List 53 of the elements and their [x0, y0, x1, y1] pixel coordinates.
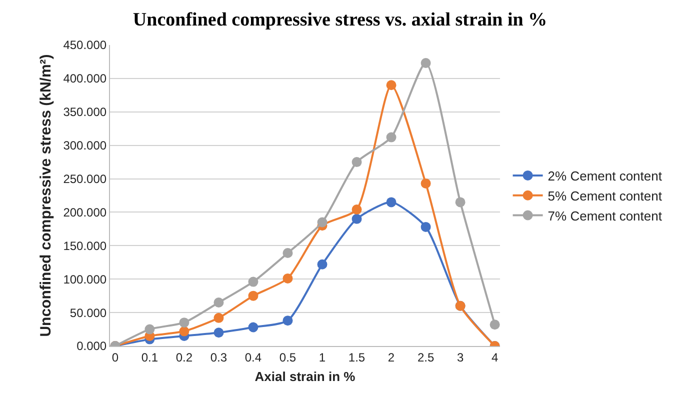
point — [179, 326, 190, 336]
point — [455, 197, 466, 208]
legend-label: 7% Cement content — [548, 208, 662, 224]
y-tick-label: 100.000 — [63, 272, 107, 286]
point — [282, 316, 293, 326]
x-tick-label: 2 — [388, 350, 395, 364]
point — [420, 178, 431, 188]
point — [352, 214, 362, 224]
y-tick-label: 0.000 — [76, 339, 107, 354]
x-tick-label: 0 — [112, 350, 119, 364]
y-tick-label: 250.000 — [63, 172, 107, 186]
x-tick-label: 2.5 — [417, 350, 434, 364]
point — [352, 204, 362, 215]
y-tick-label: 450.000 — [63, 38, 107, 52]
point — [420, 222, 431, 232]
legend-label: 5% Cement content — [548, 188, 662, 204]
point — [248, 322, 258, 332]
x-tick-label: 0.5 — [279, 350, 296, 364]
point — [248, 290, 258, 301]
point — [490, 320, 500, 330]
x-tick-label: 0.4 — [244, 350, 262, 364]
point — [179, 318, 190, 328]
y-tick-label: 400.000 — [63, 72, 107, 86]
y-axis-title: Unconfined compressive stress (kN/m²) — [37, 54, 54, 337]
legend-label: 2% Cement content — [548, 168, 662, 184]
x-tick-label: 3 — [456, 350, 464, 364]
x-tick-label: 1.5 — [348, 350, 366, 364]
point — [352, 157, 362, 168]
y-tick-label: 50.000 — [70, 306, 107, 320]
point — [317, 259, 328, 270]
point — [420, 58, 431, 68]
point — [214, 298, 224, 308]
y-tick-label: 350.000 — [63, 105, 107, 120]
y-tick-label: 300.000 — [63, 138, 107, 153]
point — [386, 197, 396, 208]
x-tick-label: 0.2 — [176, 350, 193, 364]
point — [214, 312, 224, 323]
x-tick-label: 0.1 — [141, 350, 158, 364]
x-tick-label: 0.3 — [210, 350, 228, 364]
point — [214, 328, 224, 338]
y-tick-label: 150.000 — [63, 238, 107, 253]
point — [386, 132, 396, 142]
point — [317, 217, 328, 228]
point — [248, 276, 258, 287]
x-tick-label: 1 — [318, 350, 326, 364]
chart-title: Unconfined compressive stress vs. axial strain in % — [132, 9, 548, 30]
x-tick-label: 4 — [491, 350, 498, 364]
point — [144, 324, 155, 334]
x-axis-title: Axial strain in % — [254, 369, 356, 384]
point — [282, 248, 293, 258]
point — [282, 273, 293, 284]
y-tick-label: 200.000 — [63, 205, 107, 220]
point — [386, 80, 396, 90]
